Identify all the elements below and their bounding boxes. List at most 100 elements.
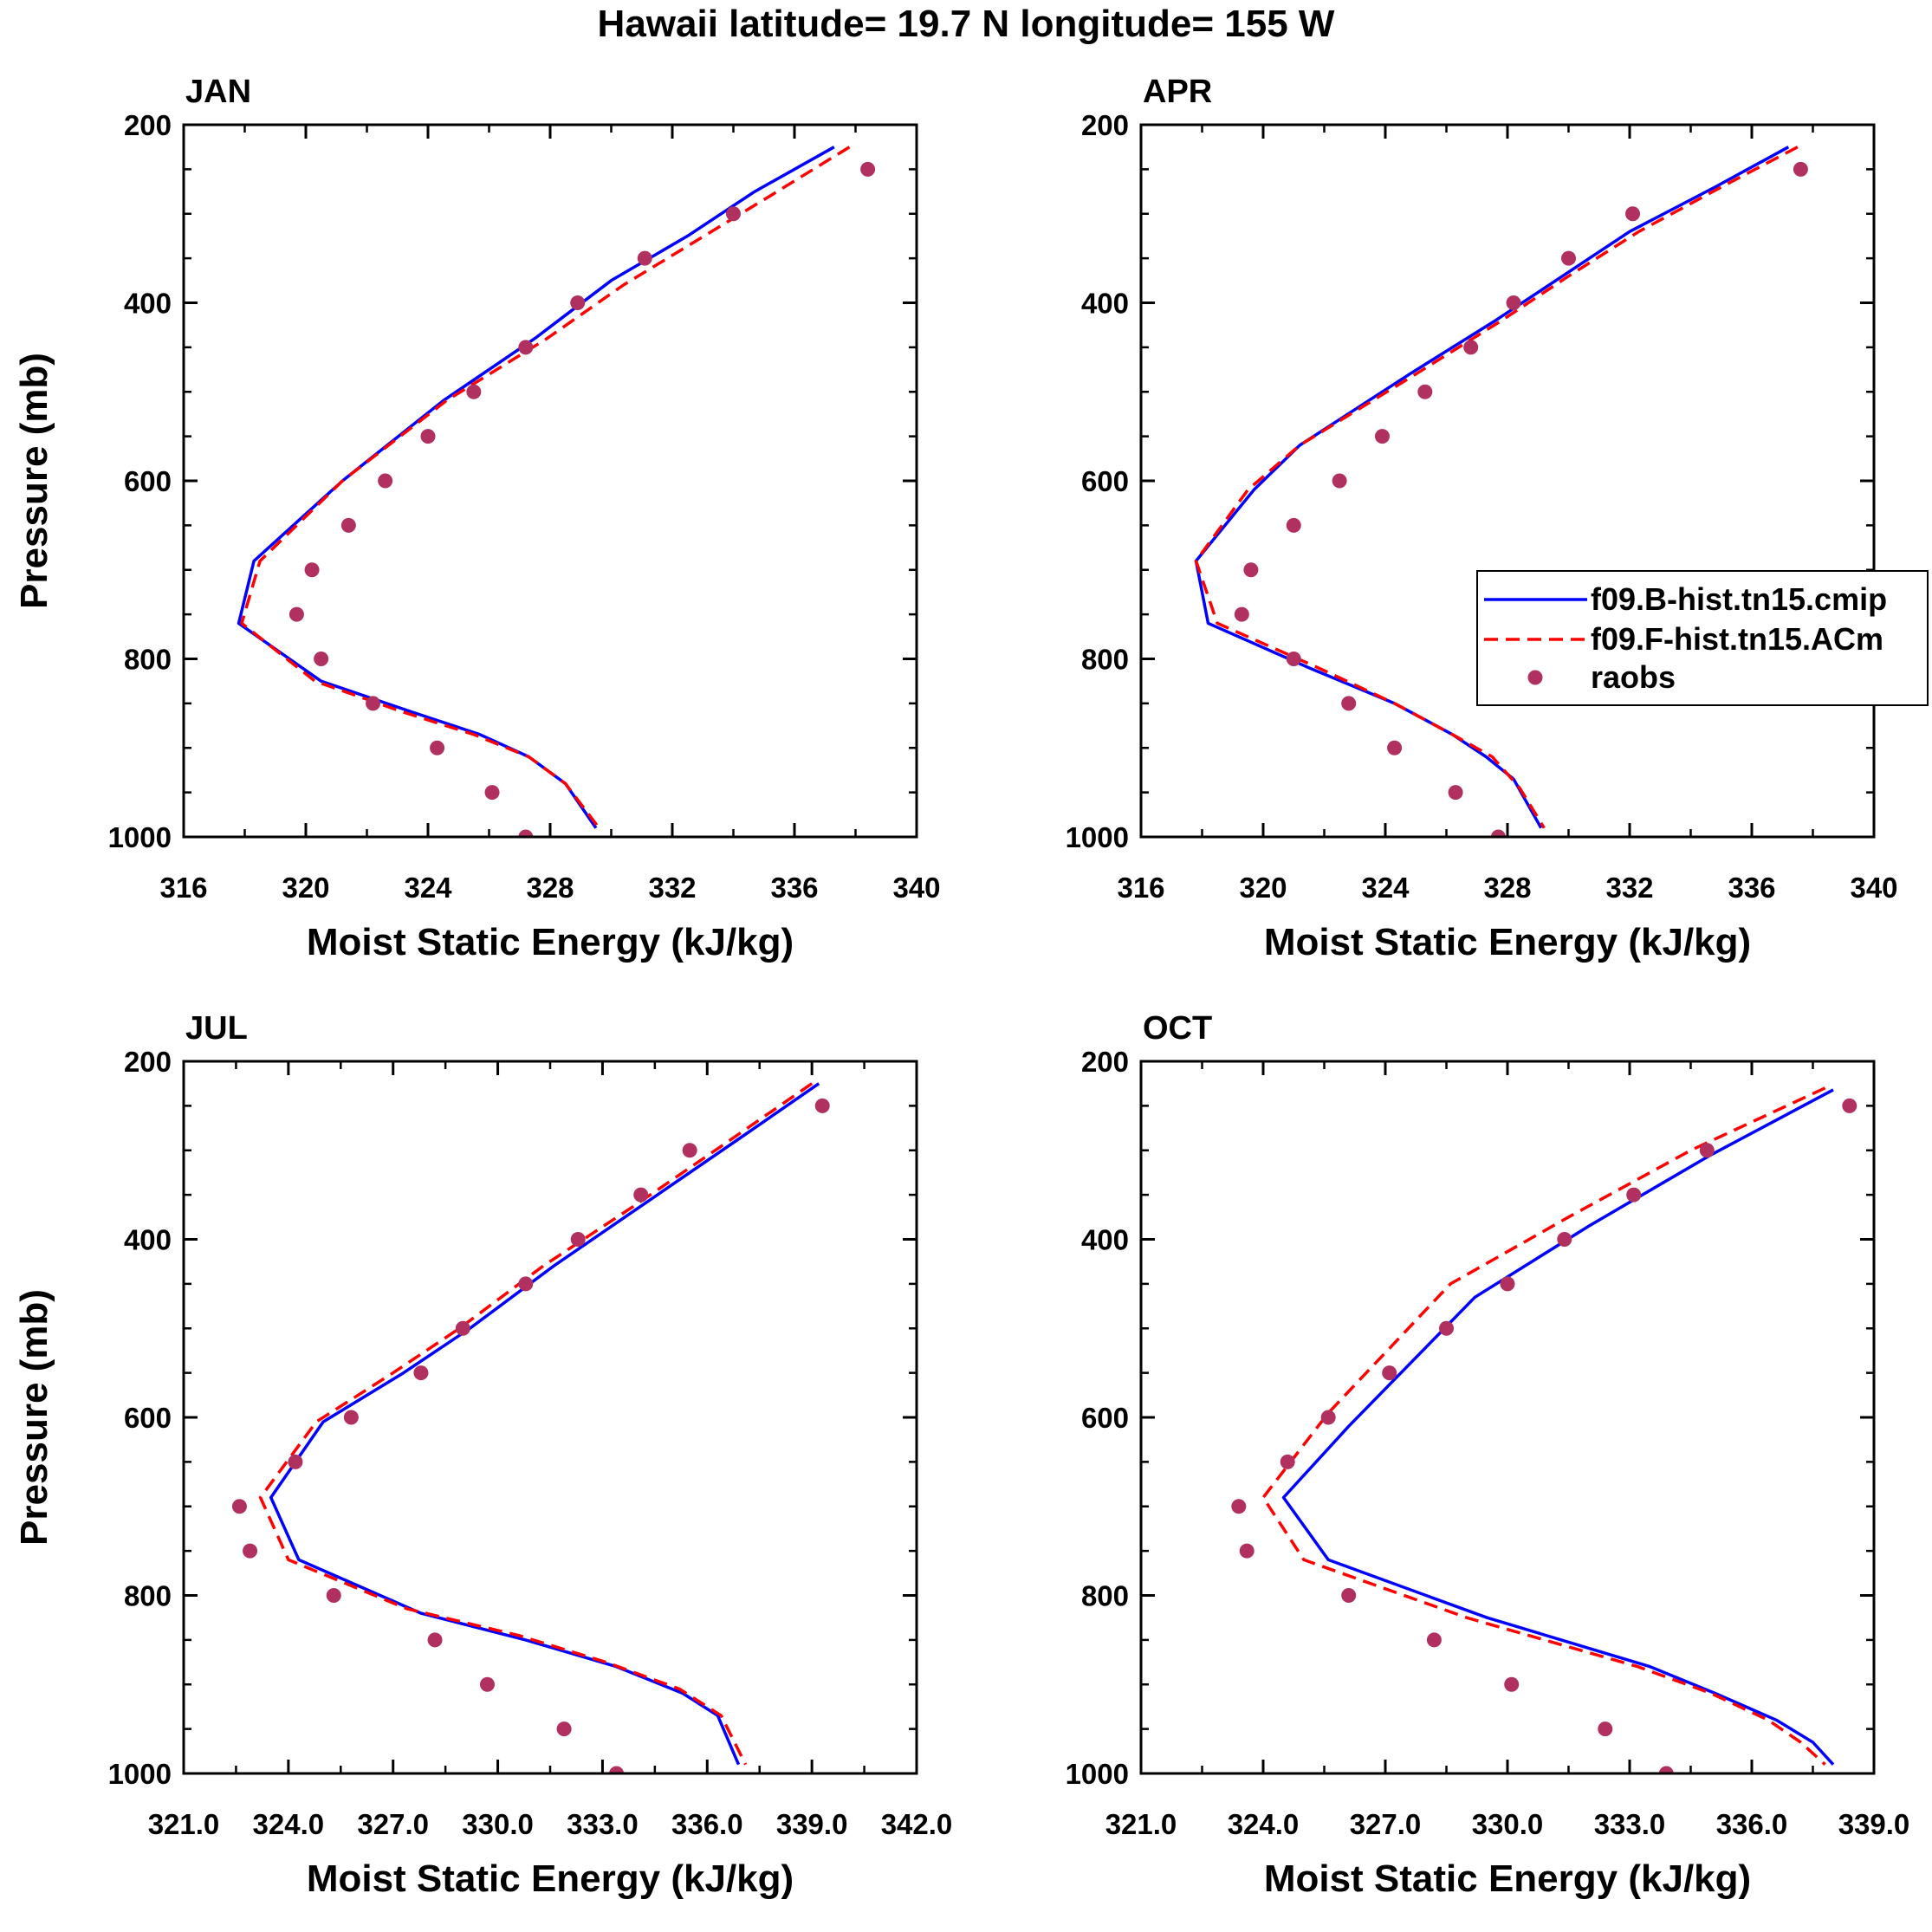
raobs-point [860,161,876,177]
raobs-point [1504,1676,1520,1692]
raobs-point [1699,1143,1715,1158]
x-tick-label: 324 [404,872,452,904]
raobs-point [1439,1320,1454,1336]
y-tick-label: 400 [1081,288,1129,320]
raobs-point [455,1320,470,1336]
y-axis-label: Pressure (mb) [13,353,55,609]
x-tick-label: 336.0 [1716,1808,1788,1840]
panel-title: OCT [1143,1010,1212,1047]
chart-panel-apr: APR 316 320 324 328 332 336 340 200 400 600 800 1000… [1066,74,1898,963]
y-tick-label: 600 [1081,465,1129,497]
plot-area [1231,1086,1857,1773]
raobs-point [1341,696,1357,711]
raobs-point [1231,1499,1247,1514]
chart-panel-oct: OCT 321.0 324.0 327.0 330.0 333.0 336.0 339.0 20… [1066,1010,1910,1900]
raobs-point [1463,340,1479,355]
plot-area [1194,146,1808,837]
x-tick-label: 333.0 [567,1808,639,1840]
x-tick-label: 320 [1239,872,1287,904]
raobs-point [1557,1232,1572,1247]
raobs-point [1561,250,1576,266]
raobs-point [430,740,445,755]
y-tick-label: 400 [1081,1224,1129,1256]
raobs-point [1341,1588,1357,1603]
x-axis-label: Moist Static Energy (kJ/kg) [1264,921,1751,963]
raobs-point [1842,1098,1857,1113]
y-tick-label: 1000 [108,1758,172,1790]
legend-swatch-marker [1527,670,1543,685]
raobs-point [518,829,534,837]
panel-title: APR [1143,74,1212,110]
y-tick-label: 200 [1081,109,1129,141]
raobs-point [288,1454,303,1469]
x-tick-label: 339.0 [776,1808,848,1840]
raobs-point [1234,606,1249,622]
x-tick-label: 327.0 [357,1808,429,1840]
x-tick-label: 336.0 [671,1808,743,1840]
chart-panel-jul: JUL 321.0 324.0 327.0 330.0 333.0 336.0 339.0 34… [13,1010,952,1900]
raobs-point [1417,384,1433,399]
plot-frame [182,1060,918,1775]
y-tick-label: 200 [1081,1046,1129,1078]
y-tick-label: 800 [124,644,172,676]
x-tick-label: 340 [892,872,940,904]
x-tick-label: 328 [526,872,574,904]
panel-title: JAN [185,74,251,110]
x-axis-label: Moist Static Energy (kJ/kg) [1264,1857,1751,1900]
y-tick-label: 200 [124,109,172,141]
x-tick-label: 340 [1850,872,1897,904]
series-line-b-hist [237,146,835,829]
raobs-point [378,473,393,489]
x-tick-label: 321.0 [1105,1808,1177,1840]
raobs-point [366,696,381,711]
legend-label: f09.F-hist.tn15.ACm [1591,621,1883,657]
y-tick-label: 600 [124,1402,172,1434]
raobs-point [314,652,329,666]
raobs-point [518,340,534,355]
legend-label: raobs [1591,659,1676,695]
raobs-point [1243,562,1259,578]
raobs-point [289,606,304,622]
raobs-point [1426,1632,1442,1648]
raobs-point [682,1143,697,1158]
x-tick-label: 320 [282,872,329,904]
raobs-point [427,1632,443,1648]
raobs-point [243,1543,258,1559]
legend-label: f09.B-hist.tn15.cmip [1591,581,1887,617]
raobs-point [1625,206,1641,222]
x-tick-label: 342.0 [881,1808,953,1840]
raobs-point [304,562,320,578]
series-line-f-hist [258,1082,814,1766]
series-line-b-hist [1281,1088,1835,1766]
y-tick-label: 600 [1081,1402,1129,1434]
raobs-point [1382,1365,1397,1381]
raobs-point [420,429,436,444]
y-tick-label: 200 [124,1046,172,1078]
x-axis-label: Moist Static Energy (kJ/kg) [307,921,794,963]
figure-title: Hawaii latitude= 19.7 N longitude= 155 W [598,3,1335,45]
raobs-point [1239,1543,1255,1559]
raobs-point [1374,429,1390,444]
raobs-point [466,384,482,399]
y-tick-label: 800 [1081,1580,1129,1612]
raobs-point [726,206,741,222]
y-axis-label: Pressure (mb) [13,1289,55,1546]
raobs-point [1658,1766,1674,1773]
raobs-point [231,1499,247,1514]
y-tick-label: 800 [1081,644,1129,676]
raobs-point [1286,652,1301,666]
raobs-point [1793,161,1808,177]
chart-panel-jan: JAN 316 320 324 328 332 336 340 200 400 600 800 1000… [13,74,941,963]
raobs-point [1490,829,1506,837]
raobs-point [1286,517,1301,533]
plot-frame [1139,123,1876,839]
plot-area [237,146,876,837]
raobs-point [609,1766,625,1773]
raobs-point [570,1232,586,1247]
raobs-point [1320,1410,1336,1425]
x-tick-label: 316 [159,872,207,904]
x-tick-label: 332 [1605,872,1653,904]
x-tick-label: 316 [1117,872,1164,904]
raobs-point [326,1588,341,1603]
